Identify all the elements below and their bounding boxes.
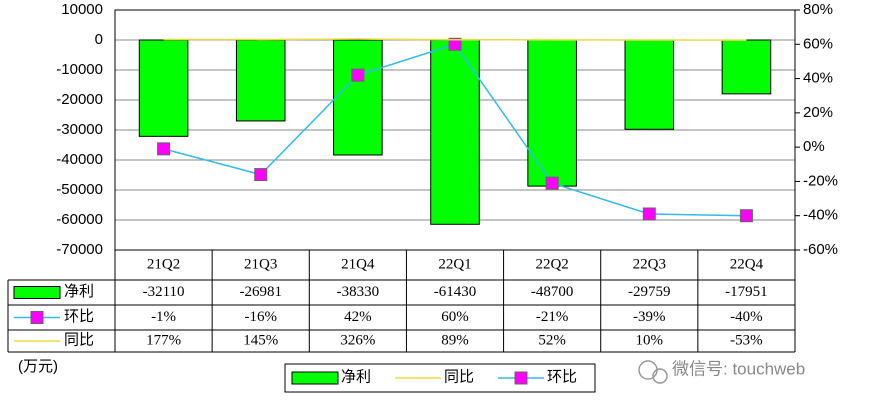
bar (138, 39, 189, 137)
table-cell: -1% (151, 309, 176, 325)
y-unit-label: (万元) (18, 358, 58, 375)
table-cell: -29759 (628, 284, 671, 300)
table-cell: 60% (441, 309, 469, 325)
y-tick-label: -70000 (56, 241, 103, 258)
marker (739, 209, 753, 223)
table-cell: -32110 (143, 284, 185, 300)
table-cell: 177% (146, 332, 181, 348)
watermark: 微信号: touchweb (672, 359, 805, 378)
legend-marker (30, 311, 44, 324)
y-tick-label: -50000 (56, 181, 103, 198)
legend-marker (514, 371, 528, 385)
table-cell: -17951 (725, 284, 768, 300)
legend-swatch (291, 371, 339, 385)
y-tick-label: -40000 (56, 151, 103, 168)
marker (545, 176, 559, 190)
table-cell: 10% (636, 332, 664, 348)
table-cell: -21% (536, 309, 569, 325)
table-cell: -16% (244, 309, 277, 325)
y-tick-label: -10000 (56, 61, 103, 78)
table-cell: 145% (243, 332, 278, 348)
bar (721, 39, 772, 95)
legend-label: 同比 (444, 368, 474, 385)
legend-swatch (13, 286, 61, 299)
y2-tick-label: -20% (803, 172, 838, 189)
table-cell: -26981 (239, 284, 282, 300)
table-cell: -48700 (531, 284, 574, 300)
table-cell: -53% (730, 332, 763, 348)
table-cell: 42% (344, 309, 372, 325)
bar (235, 39, 286, 122)
y2-tick-label: -60% (803, 241, 838, 258)
legend-label: 环比 (547, 368, 577, 385)
x-tick-label: 22Q1 (438, 256, 471, 272)
table-cell: 89% (441, 332, 469, 348)
watermark-icon (638, 360, 668, 384)
marker (642, 207, 656, 221)
y2-tick-label: 40% (803, 70, 833, 87)
y2-tick-label: 80% (803, 1, 833, 18)
bar (430, 39, 480, 225)
table-cell: 52% (538, 332, 566, 348)
bar (527, 39, 577, 187)
table-cell: -38330 (337, 284, 380, 300)
table-cell: 326% (340, 332, 375, 348)
y-tick-label: 0 (95, 31, 103, 48)
table-cell: -40% (730, 309, 763, 325)
bar (333, 39, 383, 156)
marker (351, 68, 365, 82)
table-cell: -39% (633, 309, 666, 325)
marker (254, 168, 268, 182)
y-tick-label: -20000 (56, 91, 103, 108)
table-cell: -61430 (434, 284, 477, 300)
x-tick-label: 21Q3 (244, 256, 277, 272)
marker (157, 142, 171, 156)
table-row-name: 净利 (64, 283, 94, 300)
line (163, 38, 747, 41)
y-tick-label: 10000 (61, 1, 103, 18)
marker (448, 37, 462, 51)
y2-tick-label: 0% (803, 138, 825, 155)
y2-tick-label: -40% (803, 207, 838, 224)
table-row-name: 环比 (64, 308, 94, 325)
legend-label: 净利 (341, 368, 371, 385)
y2-tick-label: 60% (803, 35, 833, 52)
bar (624, 39, 675, 130)
x-tick-label: 21Q4 (341, 256, 375, 272)
x-tick-label: 21Q2 (147, 256, 180, 272)
table-row-name: 同比 (64, 331, 94, 348)
x-tick-label: 22Q2 (535, 256, 568, 272)
y2-tick-label: 20% (803, 104, 833, 121)
y-tick-label: -30000 (56, 121, 103, 138)
y-tick-label: -60000 (56, 211, 103, 228)
plot-border (114, 9, 796, 251)
x-tick-label: 22Q3 (633, 256, 666, 272)
x-tick-label: 22Q4 (730, 256, 764, 272)
